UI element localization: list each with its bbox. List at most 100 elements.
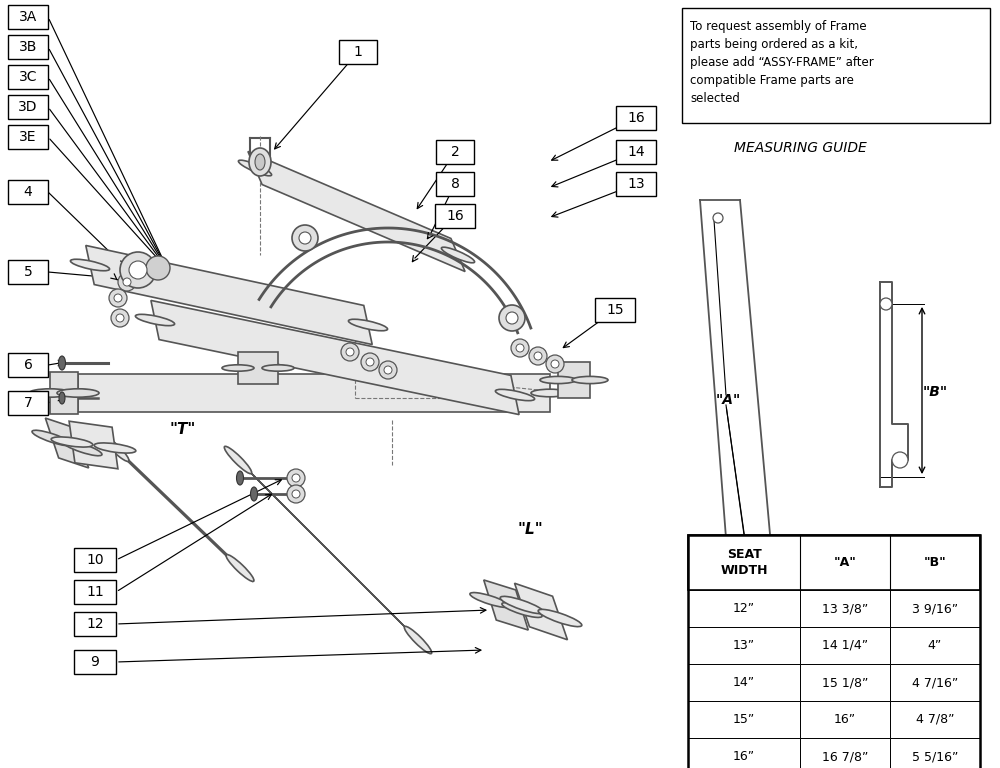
Ellipse shape — [540, 376, 576, 383]
Text: 10: 10 — [86, 553, 104, 567]
Ellipse shape — [572, 376, 608, 383]
Polygon shape — [558, 362, 590, 398]
FancyBboxPatch shape — [8, 260, 48, 284]
Ellipse shape — [531, 389, 569, 397]
Polygon shape — [86, 246, 372, 345]
Ellipse shape — [237, 471, 244, 485]
Ellipse shape — [250, 487, 258, 501]
Ellipse shape — [748, 584, 757, 600]
Bar — [800, 627, 890, 664]
Text: 3B: 3B — [19, 40, 37, 54]
Text: 3C: 3C — [19, 70, 37, 84]
Bar — [800, 590, 890, 627]
Text: "B": "B" — [924, 556, 946, 569]
Text: 13: 13 — [627, 177, 645, 191]
Ellipse shape — [222, 365, 254, 371]
Circle shape — [361, 353, 379, 371]
FancyBboxPatch shape — [8, 65, 48, 89]
Text: 14”: 14” — [733, 676, 755, 689]
Text: 3A: 3A — [19, 10, 37, 24]
Bar — [688, 535, 980, 768]
FancyBboxPatch shape — [339, 40, 377, 64]
Ellipse shape — [62, 440, 102, 455]
FancyBboxPatch shape — [8, 180, 48, 204]
Text: 3D: 3D — [18, 100, 38, 114]
Text: 8: 8 — [451, 177, 459, 191]
Bar — [890, 701, 980, 738]
Text: MEASURING GUIDE: MEASURING GUIDE — [734, 141, 866, 155]
Bar — [688, 627, 800, 664]
Text: 5 5/16”: 5 5/16” — [912, 750, 958, 763]
FancyBboxPatch shape — [616, 106, 656, 130]
Ellipse shape — [538, 609, 582, 627]
Text: 4 7/8”: 4 7/8” — [916, 713, 954, 726]
Circle shape — [546, 355, 564, 373]
Text: 16 7/8”: 16 7/8” — [822, 750, 868, 763]
Text: 1: 1 — [354, 45, 362, 59]
FancyBboxPatch shape — [8, 95, 48, 119]
Text: 13 3/8”: 13 3/8” — [822, 602, 868, 615]
Text: 16: 16 — [446, 209, 464, 223]
Circle shape — [713, 213, 723, 223]
Polygon shape — [69, 421, 118, 468]
Circle shape — [129, 261, 147, 279]
Circle shape — [499, 305, 525, 331]
Ellipse shape — [224, 446, 252, 474]
Bar — [682, 8, 990, 123]
Ellipse shape — [58, 356, 66, 370]
FancyBboxPatch shape — [74, 548, 116, 572]
Ellipse shape — [94, 443, 136, 453]
Circle shape — [743, 565, 753, 575]
Ellipse shape — [51, 437, 93, 447]
Circle shape — [534, 352, 542, 360]
Bar — [890, 627, 980, 664]
Text: "A": "A" — [715, 393, 741, 407]
Circle shape — [551, 360, 559, 368]
Text: 4 7/16”: 4 7/16” — [912, 676, 958, 689]
Ellipse shape — [57, 389, 99, 397]
Circle shape — [287, 485, 305, 503]
Ellipse shape — [59, 392, 65, 404]
Text: 16: 16 — [627, 111, 645, 125]
Ellipse shape — [742, 577, 762, 607]
Bar — [890, 664, 980, 701]
Polygon shape — [102, 434, 253, 581]
Circle shape — [146, 256, 170, 280]
Text: "B": "B" — [922, 385, 948, 399]
Text: 3 9/16”: 3 9/16” — [912, 602, 958, 615]
FancyBboxPatch shape — [74, 612, 116, 636]
Ellipse shape — [101, 435, 129, 462]
Ellipse shape — [441, 247, 475, 263]
Ellipse shape — [495, 389, 535, 401]
Bar — [688, 590, 800, 627]
Ellipse shape — [135, 314, 175, 326]
Ellipse shape — [404, 626, 432, 654]
Text: 4: 4 — [24, 185, 32, 199]
Text: 7: 7 — [24, 396, 32, 410]
Bar — [800, 738, 890, 768]
Circle shape — [292, 490, 300, 498]
Text: 12: 12 — [86, 617, 104, 631]
FancyBboxPatch shape — [8, 5, 48, 29]
Text: To request assembly of Frame
parts being ordered as a kit,
please add “ASSY-FRAM: To request assembly of Frame parts being… — [690, 20, 874, 105]
Polygon shape — [484, 580, 528, 630]
Bar — [688, 535, 980, 590]
Text: 5: 5 — [24, 265, 32, 279]
Ellipse shape — [470, 593, 510, 607]
Circle shape — [511, 339, 529, 357]
Text: 14 1/4”: 14 1/4” — [822, 639, 868, 652]
Circle shape — [892, 452, 908, 468]
Bar — [688, 664, 800, 701]
Text: 6: 6 — [24, 358, 32, 372]
Circle shape — [114, 294, 122, 302]
Circle shape — [292, 474, 300, 482]
Polygon shape — [238, 352, 278, 384]
Ellipse shape — [70, 260, 110, 271]
Text: 15 1/8”: 15 1/8” — [822, 676, 868, 689]
Circle shape — [292, 225, 318, 251]
Polygon shape — [248, 151, 465, 272]
Ellipse shape — [500, 597, 544, 614]
Circle shape — [120, 252, 156, 288]
Circle shape — [118, 273, 136, 291]
Bar — [800, 701, 890, 738]
